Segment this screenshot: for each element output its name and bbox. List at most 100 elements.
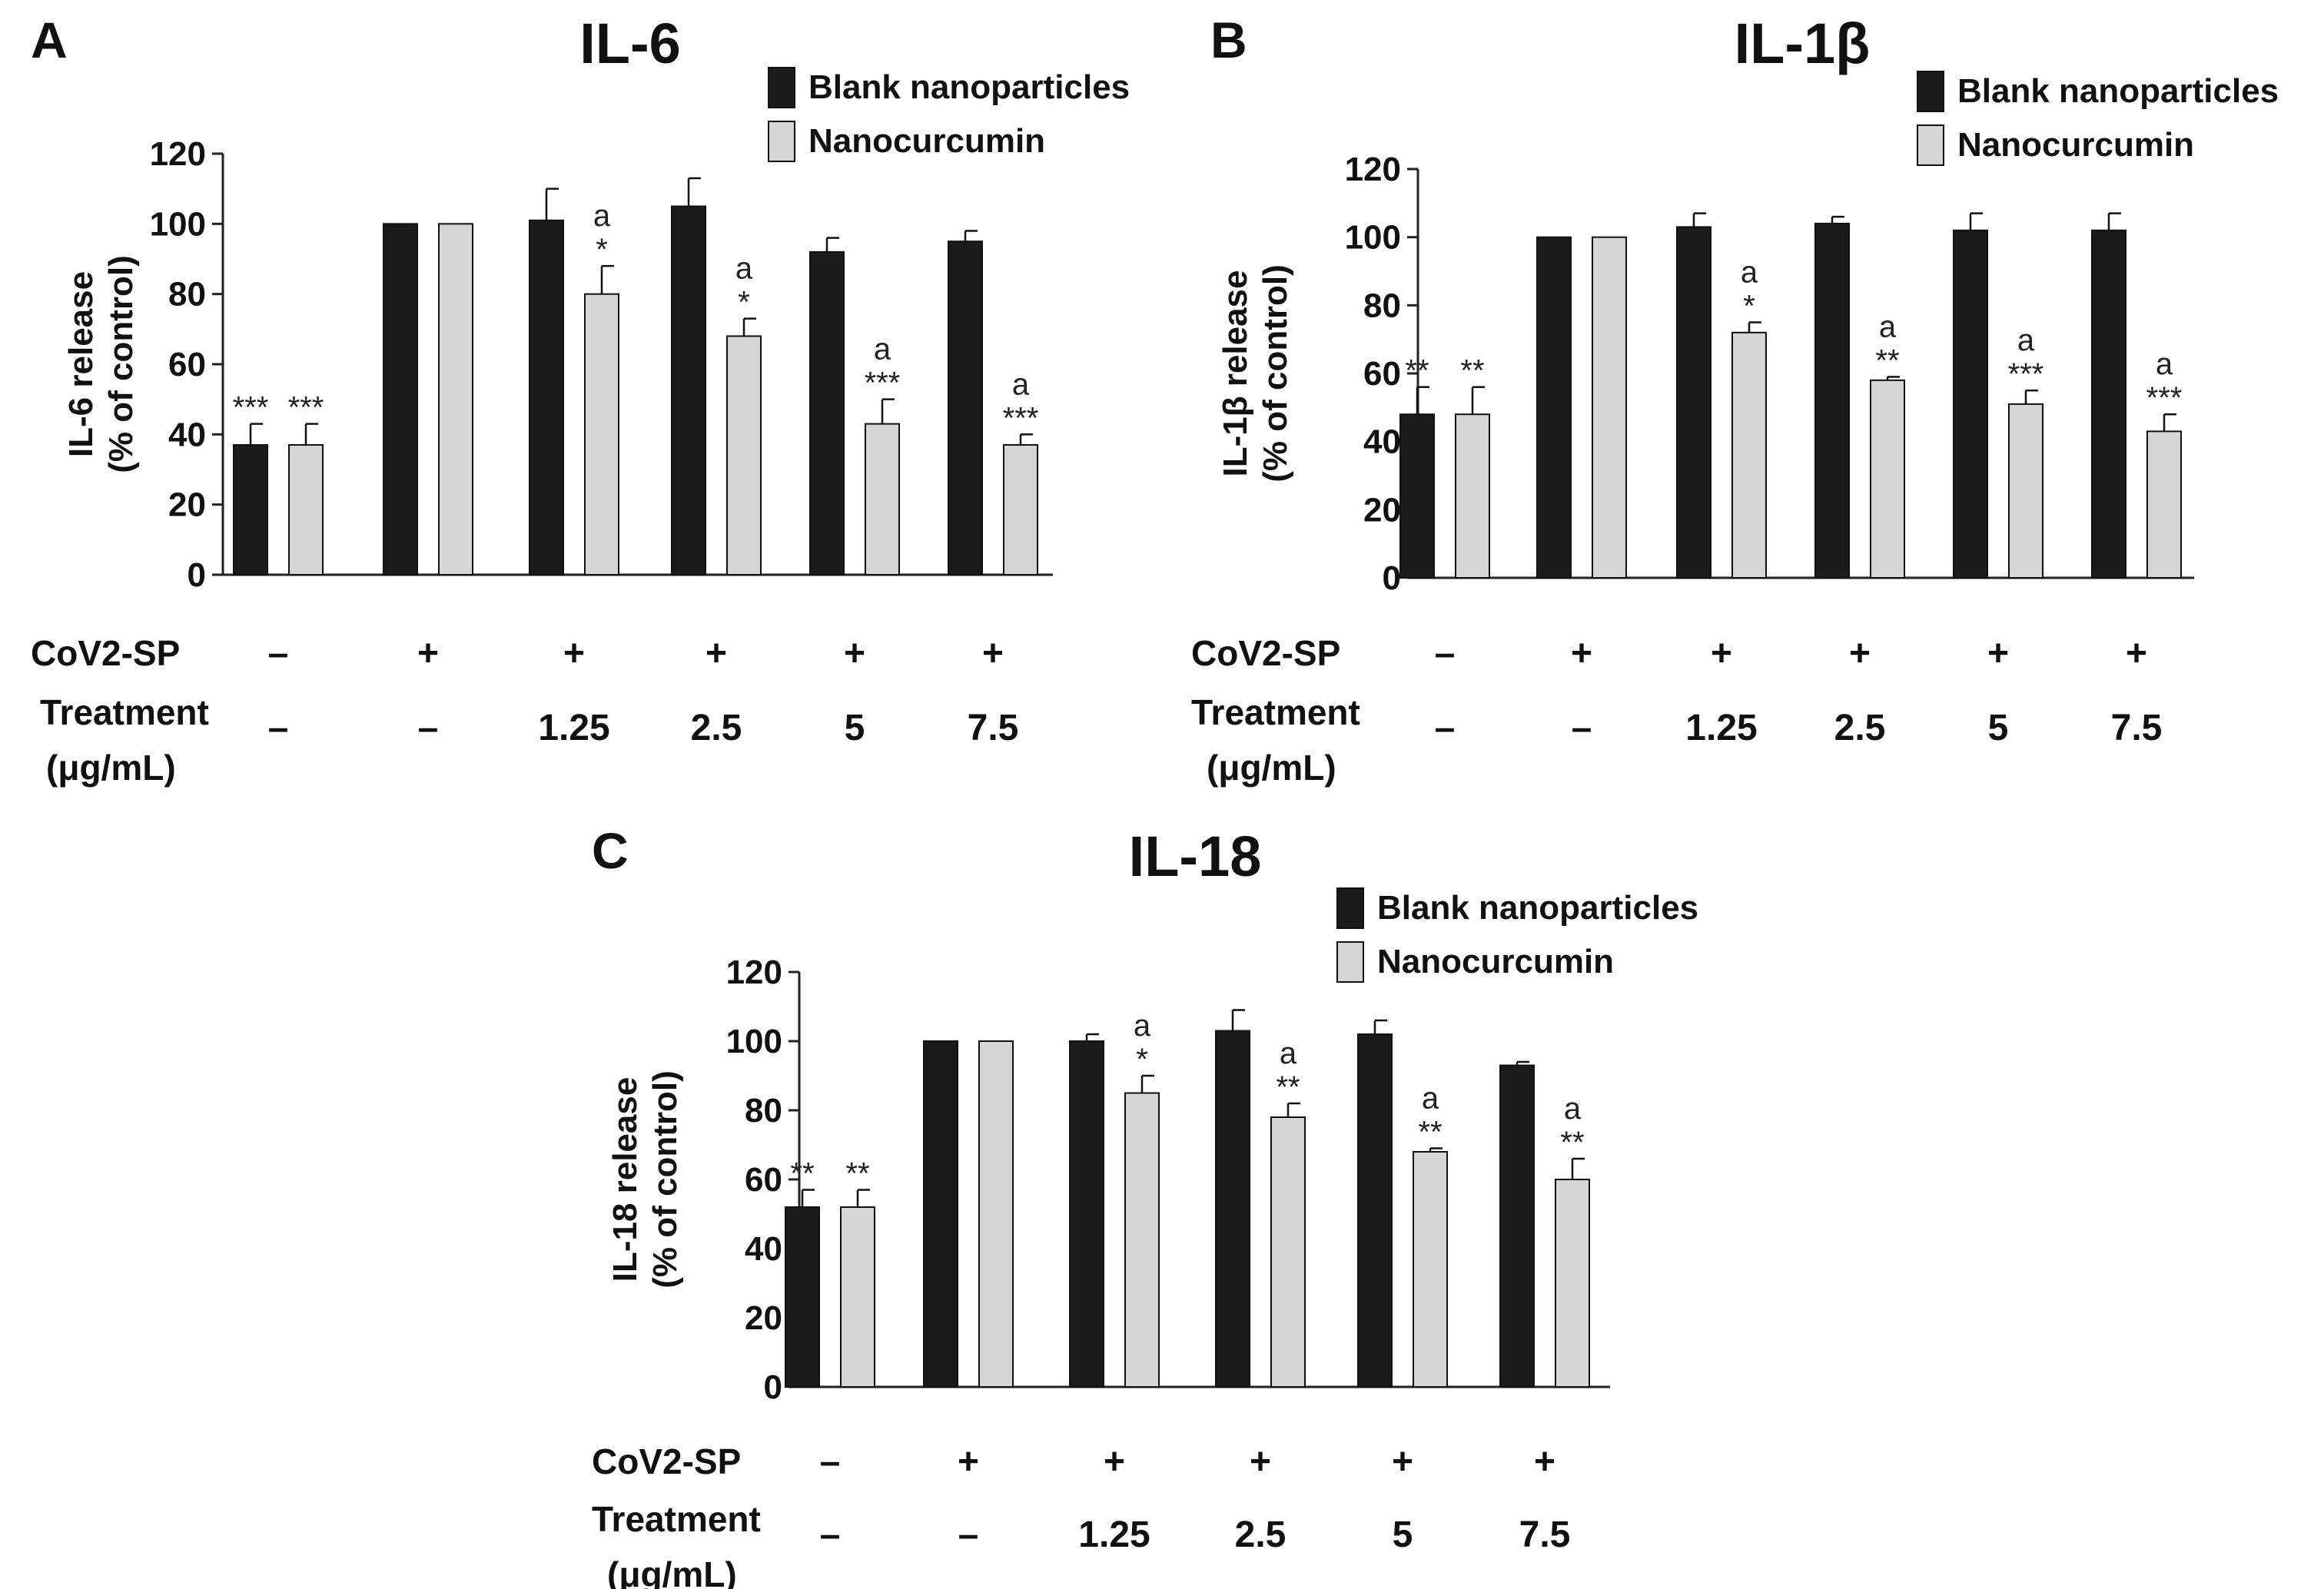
treatment-condition: 7.5 — [968, 708, 1019, 748]
y-axis-title-line1: IL-6 release — [62, 271, 100, 457]
cov2sp-condition: + — [1392, 1441, 1413, 1482]
legend-swatch-blank — [1336, 887, 1364, 929]
significance-stars: *** — [1003, 401, 1039, 435]
y-tick-label: 100 — [150, 205, 206, 243]
row-label-treatment: Treatment — [1191, 692, 1360, 732]
significance-letter: a — [2156, 347, 2173, 381]
y-tick-label: 120 — [726, 954, 782, 991]
significance-stars: * — [1136, 1043, 1148, 1076]
legend-label-blank: Blank nanoparticles — [1377, 889, 1698, 927]
chart-panel-c: C IL-18 Blank nanoparticles Nanocurcumin IL-… — [592, 822, 1698, 1589]
cov2sp-condition: + — [1711, 633, 1732, 674]
significance-letter: a — [2017, 323, 2035, 357]
significance-letter: a — [1741, 256, 1758, 290]
bar-blank — [1499, 1064, 1535, 1388]
bar-blank — [2091, 229, 2126, 579]
treatment-condition: 7.5 — [2111, 708, 2163, 748]
bar-blank — [1536, 236, 1572, 579]
bar-nano — [726, 335, 762, 576]
bar-blank — [233, 444, 268, 576]
significance-stars: *** — [2008, 357, 2044, 391]
bar-nano — [1124, 1092, 1160, 1388]
row-label-treatment: Treatment — [40, 692, 209, 732]
treatment-condition: 5 — [1393, 1514, 1413, 1555]
cov2sp-condition: + — [1849, 633, 1871, 674]
y-tick-label: 20 — [1363, 491, 1401, 529]
bar-blank — [785, 1206, 820, 1388]
legend-swatch-blank — [768, 67, 795, 108]
significance-letter: a — [1134, 1009, 1151, 1043]
significance-stars: *** — [865, 367, 901, 400]
bar-nano — [865, 423, 900, 576]
bar-nano — [2146, 430, 2182, 579]
cov2sp-condition: + — [1534, 1441, 1555, 1482]
significance-letter: a — [1280, 1037, 1297, 1070]
y-tick-label: 0 — [1383, 559, 1401, 597]
y-axis-title-line2: (% of control) — [102, 255, 140, 473]
panel-letter: C — [592, 822, 629, 879]
chart-title: IL-6 — [579, 12, 681, 75]
cov2sp-condition: + — [958, 1441, 979, 1482]
y-tick-label: 80 — [1363, 287, 1401, 324]
row-label-cov2sp: CoV2-SP — [1191, 633, 1340, 673]
significance-letter: a — [593, 199, 611, 233]
bar-blank — [1676, 226, 1711, 579]
y-axis-title-line2: (% of control) — [1257, 264, 1294, 483]
legend-swatch-nano — [768, 121, 795, 162]
y-tick-label: 60 — [1363, 355, 1401, 393]
cov2sp-condition: + — [982, 633, 1004, 674]
bar-nano — [2008, 403, 2043, 579]
legend-label-blank: Blank nanoparticles — [1957, 72, 2279, 110]
bar-blank — [809, 250, 845, 576]
significance-letter: a — [874, 333, 891, 367]
bar-blank — [1814, 222, 1850, 579]
chart-panel-b: B IL-1β Blank nanoparticles Nanocurcumin IL-… — [1191, 12, 2279, 788]
bar-nano — [1592, 236, 1627, 579]
y-axis-title-line1: IL-18 release — [606, 1077, 644, 1282]
treatment-condition: 1.25 — [538, 708, 609, 748]
row-label-treatment: Treatment — [592, 1499, 761, 1539]
legend-label-nano: Nanocurcumin — [808, 122, 1045, 160]
treatment-condition: – — [268, 708, 289, 748]
bar-nano — [288, 444, 324, 576]
y-axis-title-line1: IL-1β release — [1217, 270, 1254, 476]
significance-letter: a — [1012, 367, 1030, 401]
treatment-condition: 2.5 — [1834, 708, 1886, 748]
significance-stars: ** — [1460, 354, 1484, 388]
y-tick-label: 60 — [168, 346, 206, 383]
cov2sp-condition: + — [1987, 633, 2009, 674]
chart-title: IL-18 — [1129, 824, 1262, 888]
bar-nano — [840, 1206, 875, 1388]
significance-stars: * — [1743, 290, 1755, 323]
row-label-treatment-unit: (μg/mL) — [46, 748, 176, 788]
cov2sp-condition: – — [1435, 633, 1456, 674]
y-axis-title-line2: (% of control) — [646, 1070, 684, 1289]
significance-stars: ** — [1875, 343, 1899, 377]
bar-nano — [1731, 331, 1767, 579]
significance-stars: ** — [1418, 1116, 1442, 1149]
bar-blank — [1399, 413, 1435, 579]
legend-swatch-nano — [1336, 941, 1364, 983]
treatment-condition: – — [1572, 708, 1592, 748]
bar-nano — [978, 1040, 1014, 1388]
y-tick-label: 100 — [1345, 219, 1401, 257]
cov2sp-condition: + — [706, 633, 727, 674]
significance-stars: ** — [1405, 354, 1429, 388]
row-label-cov2sp: CoV2-SP — [592, 1441, 741, 1481]
y-tick-label: 40 — [745, 1230, 782, 1268]
significance-stars: *** — [233, 391, 269, 425]
y-tick-label: 120 — [150, 135, 206, 173]
significance-stars: ** — [1276, 1070, 1300, 1104]
bar-blank — [948, 241, 983, 576]
significance-stars: *** — [288, 391, 324, 425]
bar-nano — [1555, 1179, 1590, 1388]
y-tick-label: 20 — [745, 1299, 782, 1337]
treatment-condition: 7.5 — [1519, 1514, 1571, 1555]
treatment-condition: – — [1435, 708, 1456, 748]
bar-nano — [1270, 1116, 1306, 1388]
y-tick-label: 40 — [168, 416, 206, 453]
y-tick-label: 100 — [726, 1023, 782, 1060]
row-label-cov2sp: CoV2-SP — [31, 633, 180, 673]
bar-blank — [383, 223, 418, 576]
